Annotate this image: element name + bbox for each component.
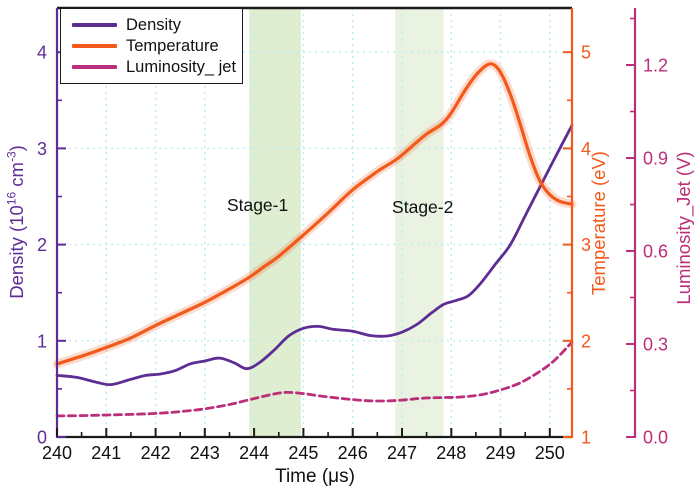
stage-band — [395, 8, 444, 437]
luminosity-tick-label: 0.9 — [643, 149, 668, 169]
x-tick-label: 243 — [190, 443, 220, 463]
density-axis-title-exponent: -3 — [4, 151, 19, 163]
legend-label: Luminosity_ jet — [126, 57, 237, 76]
legend-label: Temperature — [126, 36, 219, 55]
x-tick-label: 247 — [387, 443, 417, 463]
legend-item-temperature: Temperature — [72, 38, 238, 55]
density-tick-label: 0 — [37, 428, 47, 448]
density-tick-label: 3 — [37, 139, 47, 159]
temperature-tick-label: 1 — [581, 428, 591, 448]
stage-band-label: Stage-1 — [227, 195, 288, 215]
density-line-swatch — [72, 23, 117, 27]
temperature-tick-label: 2 — [581, 331, 591, 351]
x-tick-label: 250 — [535, 443, 565, 463]
x-tick-label: 241 — [91, 443, 121, 463]
temperature-tick-label: 5 — [581, 43, 591, 63]
temperature-line-swatch — [72, 44, 117, 48]
temperature-tick-label: 4 — [581, 139, 591, 159]
legend-label: Density — [126, 15, 182, 34]
legend-item-density: Density — [72, 17, 238, 34]
luminosity-axis-title: Luminosity_Jet (V) — [672, 151, 694, 305]
temperature-ticks: 1 2 3 4 5 — [563, 43, 591, 448]
luminosity-line-swatch — [72, 65, 117, 69]
legend: Density Temperature Luminosity_ jet — [60, 8, 243, 84]
density-ticks: 0 1 2 3 4 — [37, 43, 66, 448]
density-tick-label: 2 — [37, 235, 47, 255]
temperature-tick-label: 3 — [581, 235, 591, 255]
density-tick-label: 4 — [37, 43, 47, 63]
x-ticks: 240 241 242 243 244 245 246 247 248 249 250 — [42, 428, 565, 463]
density-axis-title-text: cm — [5, 162, 27, 192]
x-tick-label: 249 — [485, 443, 515, 463]
x-tick-label: 246 — [338, 443, 368, 463]
x-axis-title: Time (μs) — [275, 466, 355, 487]
density-axis-title-text: Density (10 — [5, 205, 27, 299]
x-tick-label: 248 — [436, 443, 466, 463]
luminosity-tick-label: 1.2 — [643, 56, 668, 76]
legend-item-luminosity: Luminosity_ jet — [72, 59, 238, 76]
luminosity-line — [55, 340, 574, 418]
stage-bands — [249, 8, 444, 437]
x-tick-label: 245 — [288, 443, 318, 463]
stage-band — [249, 8, 301, 437]
luminosity-tick-label: 0.0 — [643, 428, 668, 448]
x-tick-label: 240 — [42, 443, 72, 463]
temperature-error-band — [52, 59, 577, 369]
x-tick-label: 242 — [141, 443, 171, 463]
luminosity-tick-label: 0.3 — [643, 335, 668, 355]
x-tick-label: 244 — [239, 443, 269, 463]
density-line — [55, 123, 574, 387]
density-tick-label: 1 — [37, 331, 47, 351]
density-axis-title-exponent: 16 — [4, 191, 19, 206]
temperature-line — [55, 62, 574, 366]
luminosity-ticks: 0.0 0.3 0.6 0.9 1.2 — [626, 17, 668, 448]
density-axis-title: Density (1016 cm-3) — [4, 145, 27, 299]
luminosity-tick-label: 0.6 — [643, 242, 668, 262]
density-axis-title-text: ) — [5, 145, 27, 152]
stage-band-label: Stage-2 — [392, 197, 453, 217]
temperature-axis-title: Temperature (eV) — [587, 151, 609, 295]
